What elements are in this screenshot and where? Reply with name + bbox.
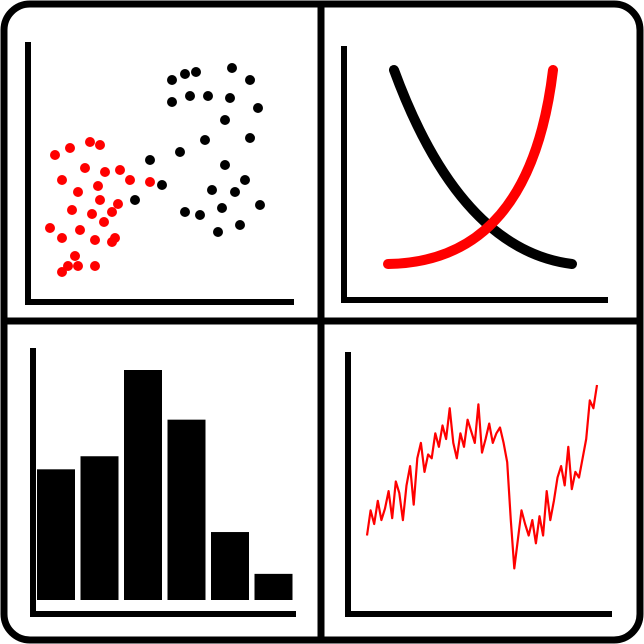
line-axes (345, 352, 612, 617)
red-scatter-point (113, 199, 123, 209)
red-scatter-point (125, 175, 135, 185)
red-scatter-point (57, 267, 67, 277)
black-scatter-point (157, 180, 167, 190)
black-scatter-point (230, 187, 240, 197)
histogram-bar (124, 370, 162, 600)
black-scatter-point (245, 133, 255, 143)
bar-panel (30, 348, 296, 617)
bar-axes (30, 348, 296, 617)
black-scatter-point (167, 97, 177, 107)
black-scatter-point (245, 75, 255, 85)
red-scatter-point (50, 150, 60, 160)
black-scatter-point (240, 175, 250, 185)
red-scatter-point (73, 187, 83, 197)
red-scatter-point (90, 235, 100, 245)
red-scatter-point (115, 165, 125, 175)
curves-panel (341, 46, 608, 303)
curves-axes (341, 46, 608, 303)
histogram-bar (80, 456, 119, 600)
red-scatter-point (145, 177, 155, 187)
red-scatter-point (95, 140, 105, 150)
histogram-bar (254, 573, 293, 600)
red-scatter-point (73, 261, 83, 271)
black-scatter-point (225, 93, 235, 103)
red-scatter-point (65, 143, 75, 153)
red-scatter-point (95, 195, 105, 205)
histogram-bar (211, 532, 249, 600)
red-scatter-point (45, 223, 55, 233)
black-scatter-point (130, 195, 140, 205)
black-scatter-point (185, 91, 195, 101)
black-scatter-point (191, 67, 201, 77)
red-scatter-point (90, 261, 100, 271)
black-scatter-point (203, 91, 213, 101)
black-scatter-point (145, 155, 155, 165)
scatter-points (45, 63, 265, 277)
bars (37, 370, 293, 600)
scatter-axes (25, 42, 294, 305)
black-scatter-point (220, 115, 230, 125)
decreasing-curve (389, 65, 577, 269)
red-scatter-point (75, 225, 85, 235)
black-scatter-point (220, 160, 230, 170)
black-scatter-point (235, 220, 245, 230)
histogram-bar (37, 469, 75, 600)
black-scatter-point (200, 135, 210, 145)
scatter-panel (25, 42, 294, 305)
line-panel (345, 352, 612, 617)
black-scatter-point (180, 69, 190, 79)
red-scatter-point (107, 237, 117, 247)
black-scatter-point (217, 203, 227, 213)
increasing-curve (383, 65, 558, 269)
noisy-line-series (365, 384, 599, 570)
red-scatter-point (57, 233, 67, 243)
black-scatter-point (180, 207, 190, 217)
histogram-bar (167, 419, 206, 600)
red-scatter-point (57, 175, 67, 185)
red-scatter-point (107, 207, 117, 217)
red-scatter-point (99, 217, 109, 227)
red-scatter-point (70, 251, 80, 261)
black-scatter-point (255, 200, 265, 210)
black-scatter-point (195, 210, 205, 220)
black-scatter-point (213, 227, 223, 237)
black-scatter-point (207, 185, 217, 195)
red-scatter-point (87, 209, 97, 219)
black-scatter-point (253, 103, 263, 113)
red-scatter-point (80, 163, 90, 173)
black-scatter-point (227, 63, 237, 73)
black-scatter-point (167, 75, 177, 85)
red-scatter-point (93, 181, 103, 191)
red-scatter-point (67, 205, 77, 215)
red-scatter-point (100, 167, 110, 177)
black-scatter-point (175, 147, 185, 157)
red-scatter-point (85, 137, 95, 147)
